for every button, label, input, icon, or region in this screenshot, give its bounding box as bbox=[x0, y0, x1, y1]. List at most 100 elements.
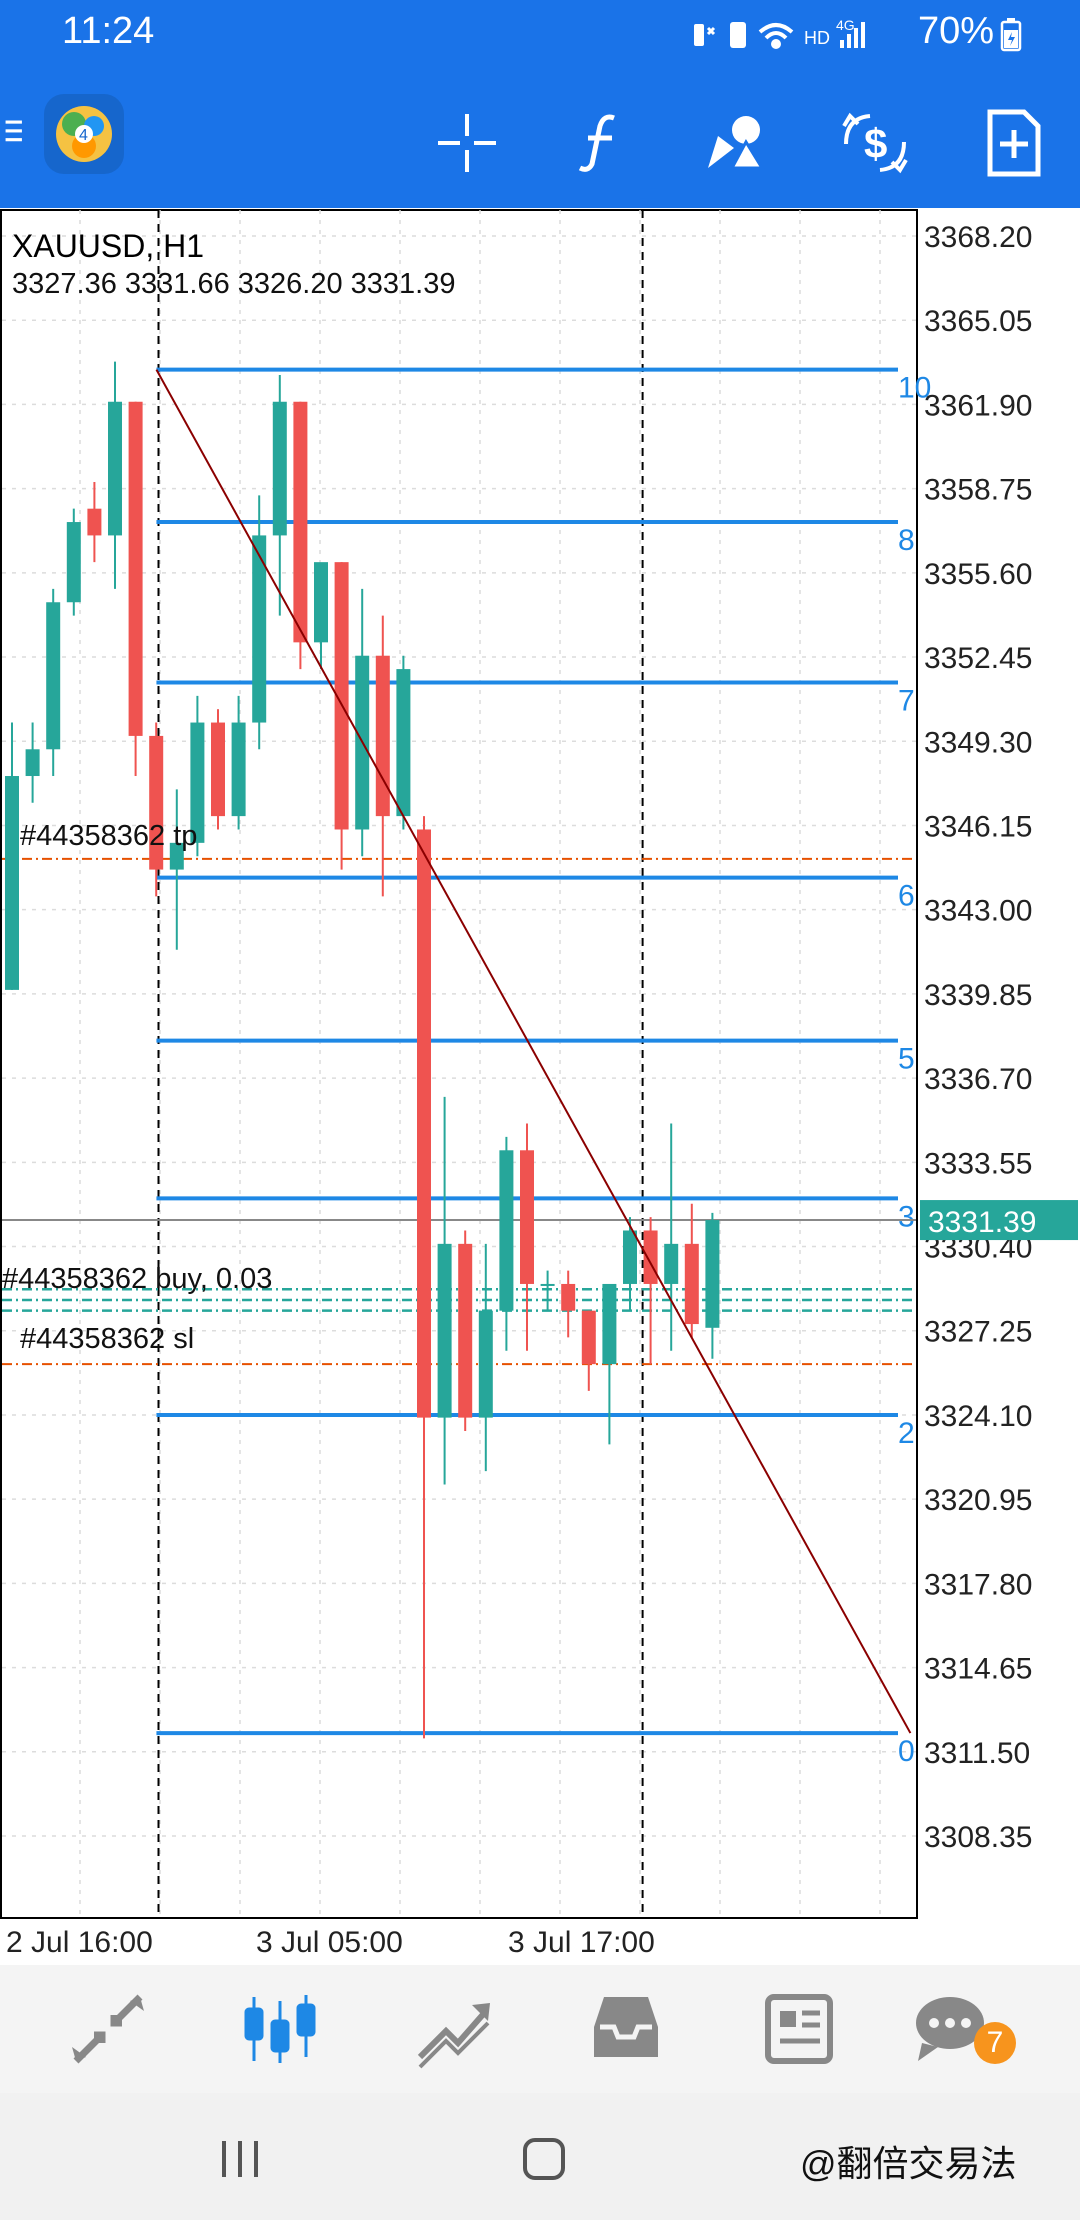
price-tick-label: 3320.95 bbox=[924, 1484, 1032, 1517]
price-tick-label: 3343.00 bbox=[924, 895, 1032, 928]
status-icons: HD 4G bbox=[694, 17, 865, 49]
quotes-arrows-icon[interactable] bbox=[66, 1987, 150, 2071]
price-tick-label: 3336.70 bbox=[924, 1063, 1032, 1096]
fib-level-label: 0 bbox=[898, 1735, 915, 1768]
candle-body bbox=[540, 1283, 555, 1286]
candle-body bbox=[272, 401, 287, 536]
candle-body bbox=[169, 842, 184, 870]
trend-line-segment bbox=[155, 369, 912, 1734]
recent-apps-icon[interactable] bbox=[218, 2139, 262, 2179]
candle-body bbox=[623, 1230, 637, 1284]
price-tick-label: 3352.45 bbox=[924, 642, 1032, 675]
candle-body bbox=[190, 722, 205, 843]
inbox-icon[interactable] bbox=[584, 1987, 668, 2071]
battery-icon bbox=[1000, 18, 1022, 52]
messages-badge: 7 bbox=[974, 2022, 1016, 2064]
symbol-timeframe: XAUUSD, H1 bbox=[12, 228, 205, 264]
mute-vibrate-icon bbox=[694, 24, 716, 46]
price-tick-label: 3339.85 bbox=[924, 979, 1032, 1012]
candle-body bbox=[46, 602, 61, 750]
candle-body bbox=[149, 735, 164, 870]
fib-level-label: 3 bbox=[898, 1200, 915, 1233]
buy-order-label[interactable]: #44358362 buy, 0.03 bbox=[2, 1263, 273, 1295]
storage-icon bbox=[730, 22, 746, 48]
candle-body bbox=[499, 1150, 514, 1311]
candle-body bbox=[643, 1230, 658, 1284]
battery-level: 70% bbox=[918, 10, 995, 52]
new-document-icon[interactable] bbox=[980, 108, 1050, 178]
candle-body bbox=[478, 1310, 493, 1418]
fib-level-label: 6 bbox=[898, 880, 915, 913]
fib-level-label: 7 bbox=[898, 684, 915, 717]
candle-body bbox=[520, 1150, 534, 1284]
candle-body bbox=[417, 829, 431, 1418]
price-tick-label: 3314.65 bbox=[924, 1653, 1032, 1686]
trade-chart-icon[interactable] bbox=[412, 1987, 496, 2071]
price-chart[interactable]: 10 8 7 6 5 3 2 0 3368.20 3365.05 3361.90 3358.75 33… bbox=[0, 208, 1080, 1968]
watermark-text: @翻倍交易法 bbox=[800, 2143, 1017, 2184]
svg-text:4G: 4G bbox=[836, 17, 855, 33]
current-price-label: 3331.39 bbox=[928, 1206, 1036, 1239]
tp-order-label[interactable]: #44358362 tp bbox=[20, 820, 198, 852]
candle-body bbox=[25, 749, 40, 777]
fib-level-label: 5 bbox=[898, 1043, 915, 1076]
dollar-exchange-icon[interactable]: $ bbox=[840, 108, 910, 178]
price-tick-label: 3317.80 bbox=[924, 1568, 1032, 1601]
function-f-icon[interactable] bbox=[568, 108, 638, 178]
chart-toolbar: 4 $ bbox=[0, 70, 1080, 208]
metatrader-logo-icon[interactable]: 4 bbox=[44, 94, 124, 174]
candle-body bbox=[314, 562, 328, 643]
hamburger-icon[interactable] bbox=[0, 118, 30, 162]
candle-body bbox=[334, 562, 349, 830]
sl-order-label[interactable]: #44358362 sl bbox=[20, 1323, 195, 1355]
time-tick-label: 3 Jul 17:00 bbox=[508, 1926, 655, 1959]
shapes-icon[interactable] bbox=[704, 108, 774, 178]
newspaper-icon[interactable] bbox=[756, 1987, 840, 2071]
candle-body bbox=[375, 655, 390, 817]
candle-body bbox=[5, 776, 19, 990]
status-time: 11:24 bbox=[62, 10, 155, 52]
price-tick-label: 3327.25 bbox=[924, 1316, 1032, 1349]
candles-icon[interactable] bbox=[238, 1987, 322, 2071]
svg-text:$: $ bbox=[864, 120, 887, 167]
price-tick-label: 3308.35 bbox=[924, 1821, 1032, 1854]
price-axis: 3368.20 3365.05 3361.90 3358.75 3355.60 3352.… bbox=[6, 221, 1078, 1959]
candle-body bbox=[128, 401, 143, 736]
price-tick-label: 3346.15 bbox=[924, 810, 1032, 843]
price-tick-label: 3358.75 bbox=[924, 474, 1032, 507]
candle-body bbox=[602, 1283, 617, 1365]
ohlc-values: 3327.36 3331.66 3326.20 3331.39 bbox=[12, 268, 456, 300]
candle-body bbox=[211, 722, 225, 817]
candle-body bbox=[684, 1243, 699, 1325]
fib-level-label: 10 bbox=[898, 372, 931, 405]
candle-body bbox=[581, 1310, 596, 1365]
system-navigation-bar: @翻倍交易法 bbox=[0, 2093, 1080, 2220]
time-tick-label: 2 Jul 16:00 bbox=[6, 1926, 153, 1959]
candle-body bbox=[437, 1243, 452, 1418]
candle-body bbox=[66, 522, 81, 603]
price-tick-label: 3355.60 bbox=[924, 558, 1032, 591]
candle-body bbox=[561, 1283, 576, 1311]
hd-icon: HD bbox=[804, 28, 830, 48]
svg-text:4: 4 bbox=[79, 127, 88, 144]
fib-level-label: 8 bbox=[898, 524, 915, 557]
home-icon[interactable] bbox=[522, 2137, 566, 2181]
status-bar: 11:24 HD 4G 70% bbox=[0, 0, 1080, 70]
candle-body bbox=[108, 401, 122, 536]
bottom-navigation bbox=[0, 1965, 1080, 2093]
candle-body bbox=[396, 669, 411, 817]
chat-bubble-icon[interactable] bbox=[908, 1987, 992, 2071]
price-tick-label: 3365.05 bbox=[924, 305, 1032, 338]
price-tick-label: 3361.90 bbox=[924, 389, 1032, 422]
crosshair-icon[interactable] bbox=[432, 108, 502, 178]
candle-body bbox=[252, 535, 267, 723]
time-tick-label: 3 Jul 05:00 bbox=[256, 1926, 403, 1959]
price-tick-label: 3333.55 bbox=[924, 1147, 1032, 1180]
candle-body bbox=[705, 1220, 720, 1328]
current-price-tag bbox=[920, 1200, 1078, 1241]
candle-body bbox=[664, 1243, 679, 1284]
candles bbox=[5, 361, 720, 1739]
4g-signal-icon: 4G bbox=[836, 17, 865, 48]
candle-body bbox=[87, 508, 102, 536]
